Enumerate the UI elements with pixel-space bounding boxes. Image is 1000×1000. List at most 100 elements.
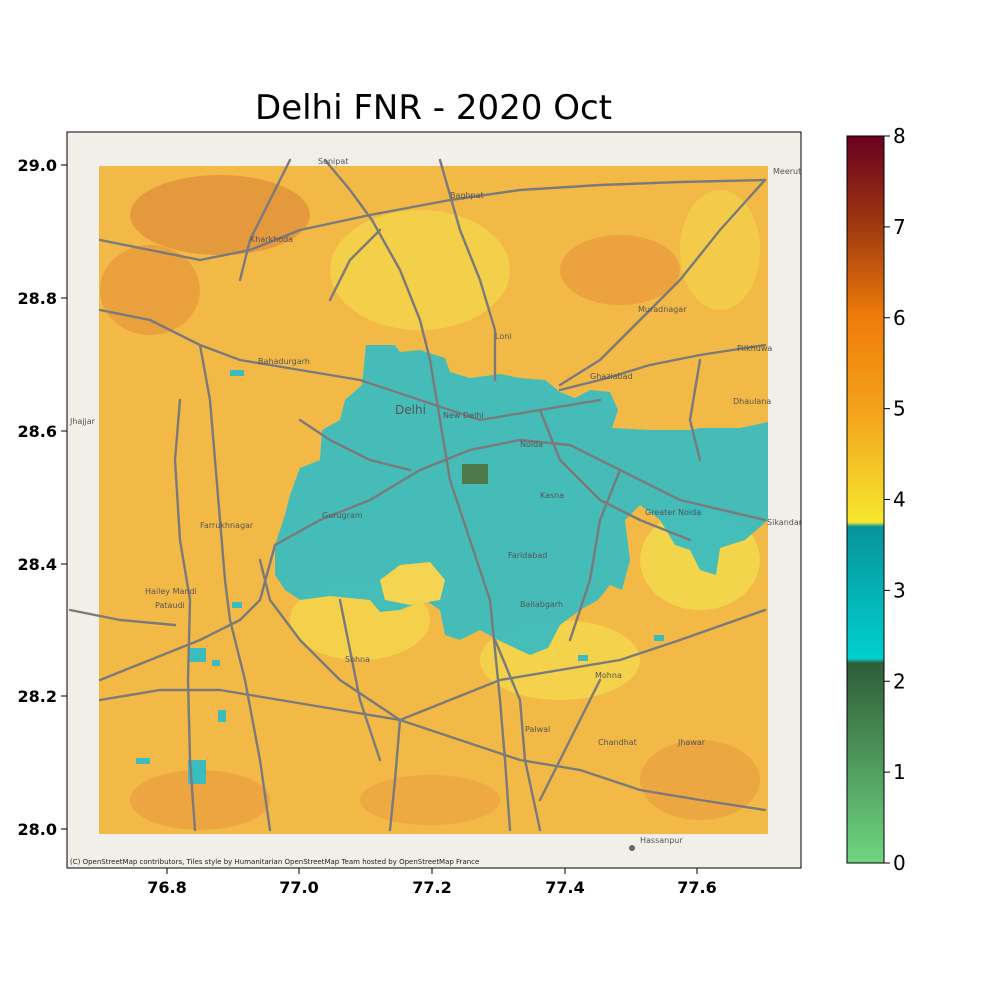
colorbar-tick-label: 0	[893, 851, 906, 875]
road	[68, 608, 177, 627]
speckle	[654, 635, 664, 641]
colorbar-tick-label: 5	[893, 397, 906, 421]
road	[198, 343, 272, 832]
x-tick-label: 77.6	[677, 878, 716, 897]
road	[438, 418, 512, 832]
place-label: Faridabad	[508, 551, 547, 560]
place-label: Noida	[520, 440, 543, 449]
x-tick-label: 77.0	[279, 878, 318, 897]
place-label: Baghpat	[450, 191, 484, 200]
place-label: Farrukhnagar	[200, 521, 254, 530]
place-label: Hassanpur	[640, 836, 683, 845]
speckle	[230, 370, 244, 376]
fnr-patch-nw	[130, 175, 310, 255]
road	[98, 543, 277, 682]
y-tick-label: 29.0	[18, 156, 57, 175]
x-tick-label: 77.2	[412, 878, 451, 897]
speckle	[578, 655, 588, 661]
place-label: Kharkhoda	[250, 235, 293, 244]
colorbar-tick-label: 7	[893, 215, 906, 239]
place-label: Chandhat	[598, 738, 637, 747]
colorbar: 0 1 2 3 4 5 6 7 8	[846, 124, 906, 875]
x-tick-label: 76.8	[147, 878, 186, 897]
road	[273, 438, 767, 547]
colorbar-tick-label: 4	[893, 488, 906, 512]
road	[398, 608, 767, 722]
y-tick-label: 28.6	[18, 422, 57, 441]
fnr-yellow-ne	[680, 190, 760, 310]
speckle	[136, 758, 150, 764]
speckle	[188, 760, 206, 784]
place-labels: Sonipat Meerut Kharkhoda Bahadurgarh Del…	[69, 157, 822, 845]
colorbar-tick-label: 3	[893, 578, 906, 602]
place-label: Pataudi	[155, 601, 185, 610]
speckle	[218, 710, 226, 722]
place-label: Sikandarabad	[767, 518, 822, 527]
place-label: Greater Noida	[645, 508, 701, 517]
fnr-patch-w	[100, 245, 200, 335]
place-label: Ghaziabad	[590, 372, 633, 381]
place-label: Muradnagar	[638, 305, 687, 314]
place-label: Mohna	[595, 671, 622, 680]
road	[558, 343, 767, 392]
place-label: Delhi	[395, 403, 426, 417]
road	[493, 638, 542, 832]
place-label: Sohna	[345, 655, 370, 664]
road	[688, 358, 702, 462]
road	[258, 558, 402, 722]
road	[98, 213, 372, 262]
fnr-low-speckles	[136, 370, 705, 784]
x-axis: 76.8 77.0 77.2 77.4 77.6	[147, 868, 717, 897]
speckle	[685, 505, 705, 515]
place-label: New Delhi	[443, 411, 484, 420]
place-label: Kasna	[540, 491, 564, 500]
road	[98, 688, 767, 812]
place-marker	[629, 845, 635, 851]
colorbar-fill	[847, 136, 884, 863]
road-network	[68, 158, 767, 832]
speckle	[212, 660, 220, 666]
fnr-yellow-n	[330, 210, 510, 330]
road	[438, 158, 497, 382]
speckle	[188, 648, 206, 662]
place-label: Loni	[495, 332, 512, 341]
place-label: Hailey Mandi	[145, 587, 197, 596]
place-label: Jhawar	[677, 738, 706, 747]
road	[338, 598, 382, 762]
road	[538, 408, 692, 542]
y-tick-label: 28.4	[18, 555, 57, 574]
fnr-inlet-south	[380, 562, 445, 605]
speckle	[232, 602, 242, 608]
y-tick-label: 28.0	[18, 820, 57, 839]
fnr-patch-s	[360, 775, 500, 825]
road	[323, 158, 442, 422]
place-label: Pilkhuwa	[737, 344, 772, 353]
fnr-patch-se	[640, 740, 760, 820]
place-label: Dhaulana	[733, 397, 771, 406]
x-tick-label: 77.4	[545, 878, 584, 897]
road	[238, 158, 292, 282]
place-label: Gurugram	[322, 511, 363, 520]
road	[388, 718, 402, 832]
colorbar-tick-label: 2	[893, 669, 906, 693]
colorbar-tick-label: 1	[893, 760, 906, 784]
place-label: Palwal	[525, 725, 550, 734]
place-label: Bahadurgarh	[258, 357, 310, 366]
chart-title: Delhi FNR - 2020 Oct	[255, 88, 612, 128]
road	[538, 678, 602, 802]
road	[558, 178, 767, 387]
map-axes: Sonipat Meerut Kharkhoda Bahadurgarh Del…	[18, 131, 822, 897]
y-tick-label: 28.8	[18, 289, 57, 308]
road	[173, 398, 197, 832]
fnr-patch-sw	[130, 770, 270, 830]
road	[298, 418, 412, 472]
road	[368, 178, 767, 217]
y-axis: 29.0 28.8 28.6 28.4 28.2 28.0	[18, 156, 67, 839]
fnr-patch-ne	[560, 235, 680, 305]
place-label: Sonipat	[318, 157, 348, 166]
fnr-dark-patch	[462, 464, 488, 484]
axes-frame	[66, 131, 802, 869]
road	[568, 468, 622, 642]
colorbar-tick-label: 6	[893, 306, 906, 330]
